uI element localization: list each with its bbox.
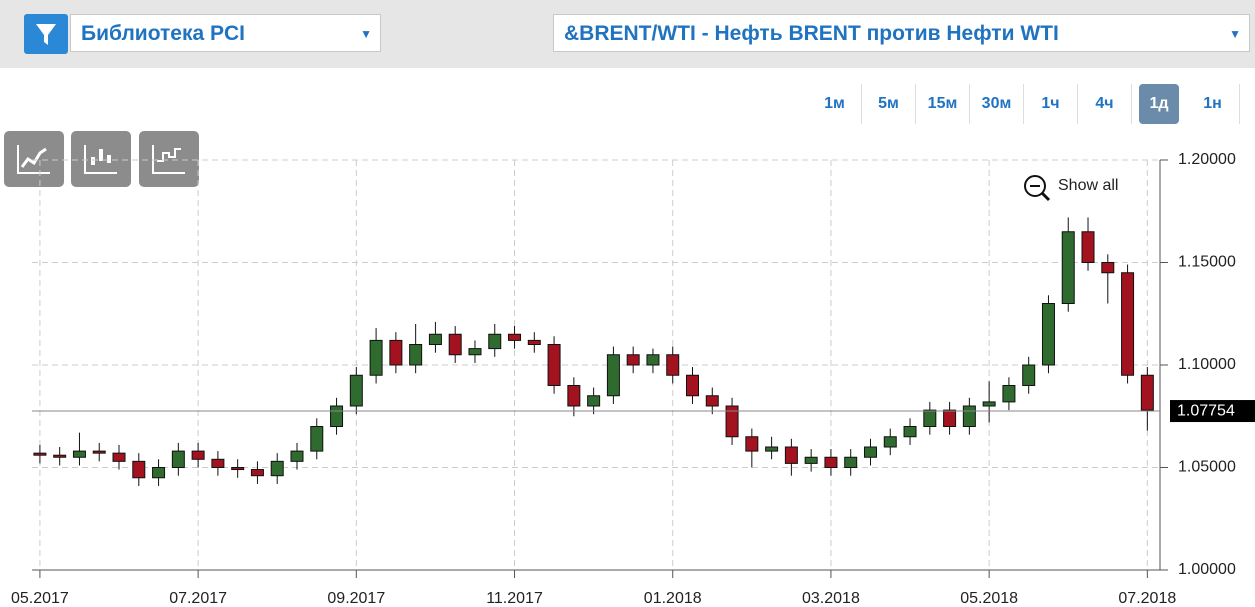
candle-body [508, 333, 522, 341]
y-tick-label: 1.10000 [1178, 356, 1236, 373]
x-tick-label: 05.2018 [960, 590, 1018, 607]
line-chart-button[interactable] [4, 131, 64, 187]
candle-body [389, 339, 403, 366]
x-tick-label: 03.2018 [802, 590, 860, 607]
candle-body [152, 467, 166, 479]
candle-body [745, 436, 759, 452]
candle-body [171, 450, 185, 469]
instrument-select[interactable]: &BRENT/WTI - Нефть BRENT против Нефти WT… [553, 14, 1250, 52]
y-tick-label: 1.20000 [1178, 151, 1236, 168]
timeframe-button[interactable]: 1н [1186, 84, 1240, 124]
x-tick-label: 07.2018 [1118, 590, 1176, 607]
last-price-label: 1.07754 [1177, 402, 1235, 419]
last-price-box [1170, 400, 1255, 423]
candle-body [112, 452, 126, 462]
candle-body [863, 446, 877, 458]
timeframe-button[interactable]: 5м [862, 84, 916, 124]
candle-body [1121, 272, 1135, 376]
candle-body [270, 460, 284, 477]
candle-body [448, 333, 462, 356]
timeframe-button[interactable]: 1м [808, 84, 862, 124]
candle-body [547, 344, 561, 386]
candle-body [349, 374, 363, 407]
candle-body [765, 446, 779, 452]
candle-body [784, 446, 798, 464]
timeframe-button[interactable]: 1д [1139, 84, 1179, 124]
candle-body [409, 344, 423, 366]
candle-body [923, 409, 937, 428]
candle-body [1022, 364, 1036, 386]
x-tick-label: 07.2017 [169, 590, 227, 607]
candle-body [92, 450, 106, 454]
library-text: Библиотека PCI [81, 22, 246, 45]
filter-button[interactable] [24, 14, 68, 54]
candle-body [428, 333, 442, 345]
candle-body [330, 405, 344, 427]
candle-body [686, 374, 700, 397]
candle-body [844, 456, 858, 468]
candle-body [982, 401, 996, 407]
candle-body [1041, 303, 1055, 366]
candle-body [72, 450, 86, 458]
candle-body [962, 405, 976, 427]
x-tick-label: 01.2018 [644, 590, 702, 607]
timeframe-button[interactable]: 30м [970, 84, 1024, 124]
candle-body [1002, 385, 1016, 403]
candle-body [1101, 262, 1115, 274]
candle-body [567, 385, 581, 407]
candle-body [211, 458, 225, 468]
candle-body [310, 426, 324, 452]
candle-body [1081, 231, 1095, 263]
library-select[interactable]: Библиотека PCI ▼ [70, 14, 381, 52]
candle-body [626, 354, 640, 366]
candle-body [606, 354, 620, 397]
toolbar: Библиотека PCI ▼ &BRENT/WTI - Нефть BRENT… [0, 0, 1255, 68]
candle-body [804, 456, 818, 464]
x-tick-label: 05.2017 [11, 590, 69, 607]
candle-body [250, 469, 264, 477]
x-tick-label: 11.2017 [486, 590, 543, 607]
candle-body [725, 405, 739, 438]
timeframes: 1м 5м 15м 30м 1ч 4ч 1д 1н [808, 84, 1255, 124]
candle-body [33, 452, 47, 456]
candle-body [468, 348, 482, 356]
candle-body [666, 354, 680, 376]
candle-body [132, 460, 146, 479]
timeframe-button[interactable]: 1ч [1024, 84, 1078, 124]
candle-body [290, 450, 304, 462]
candle-body [1061, 231, 1075, 304]
y-tick-label: 1.15000 [1178, 254, 1236, 271]
candle-body [943, 409, 957, 428]
candle-body [824, 456, 838, 468]
instrument-text: &BRENT/WTI - Нефть BRENT против Нефти WT… [564, 22, 1059, 45]
candle-body [903, 426, 917, 438]
candle-body [527, 339, 541, 345]
candle-body [231, 467, 245, 471]
candle-chart-button[interactable] [71, 131, 131, 187]
x-tick-label: 09.2017 [327, 590, 385, 607]
timeframe-button[interactable]: 4ч [1078, 84, 1132, 124]
candle-body [883, 436, 897, 448]
candle-body [191, 450, 205, 460]
timeframe-button[interactable]: 15м [916, 84, 970, 124]
show-all[interactable]: Show all [1024, 175, 1118, 202]
y-tick-label: 1.00000 [1178, 561, 1236, 578]
y-tick-label: 1.05000 [1178, 459, 1236, 476]
candle-body [53, 454, 67, 458]
bar-chart-button[interactable] [139, 131, 199, 187]
candle-body [1140, 374, 1154, 411]
candle-body [587, 395, 601, 407]
candle-body [646, 354, 660, 366]
candle-body [488, 333, 502, 350]
candle-body [705, 395, 719, 407]
show-all-text: Show all [1058, 177, 1118, 194]
candle-body [369, 339, 383, 376]
